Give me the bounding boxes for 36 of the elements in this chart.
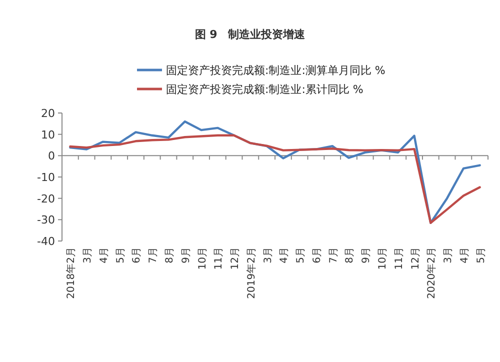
y-tick-label: -30 [37, 214, 55, 227]
x-tick-label: 5月 [115, 247, 126, 264]
x-tick-label: 10月 [197, 247, 208, 270]
x-tick-label: 5月 [296, 247, 307, 264]
x-tick-label: 3月 [82, 247, 94, 264]
x-tick-label: 4月 [459, 247, 470, 264]
y-tick-label: 20 [41, 107, 55, 120]
legend-label: 固定资产投资完成额:制造业:测算单月同比 % [166, 64, 386, 77]
y-tick-label: 0 [48, 150, 55, 163]
x-tick-label: 2020年2月 [426, 247, 438, 299]
x-tick-label: 11月 [394, 247, 405, 270]
x-tick-label: 6月 [312, 247, 323, 264]
x-tick-label: 2019年2月 [245, 247, 258, 299]
x-tick-label: 10月 [378, 247, 388, 270]
x-tick-label: 5月 [476, 247, 487, 264]
x-tick-label: 4月 [279, 247, 290, 264]
x-tick-label: 6月 [132, 247, 143, 264]
x-tick-label: 7月 [328, 247, 340, 264]
x-tick-label: 12月 [230, 247, 242, 270]
y-tick-label: -10 [37, 171, 55, 184]
x-tick-label: 3月 [262, 247, 274, 264]
x-tick-label: 3月 [443, 247, 454, 264]
x-tick-label: 7月 [148, 247, 160, 264]
x-tick-label: 12月 [410, 247, 422, 270]
y-tick-label: 10 [41, 128, 55, 142]
x-tick-label: 2018年2月 [65, 247, 78, 299]
legend-label: 固定资产投资完成额:制造业:累计同比 % [166, 83, 364, 96]
x-tick-label: 4月 [98, 247, 110, 264]
x-tick-label: 9月 [180, 247, 192, 264]
y-tick-label: -40 [37, 235, 55, 248]
chart-title: 图 9 制造业投资增速 [194, 28, 306, 41]
x-tick-label: 8月 [164, 247, 176, 264]
y-tick-label: -20 [37, 192, 55, 206]
x-tick-label: 8月 [344, 247, 356, 264]
x-tick-label: 9月 [361, 247, 372, 264]
x-tick-label: 11月 [214, 247, 225, 270]
